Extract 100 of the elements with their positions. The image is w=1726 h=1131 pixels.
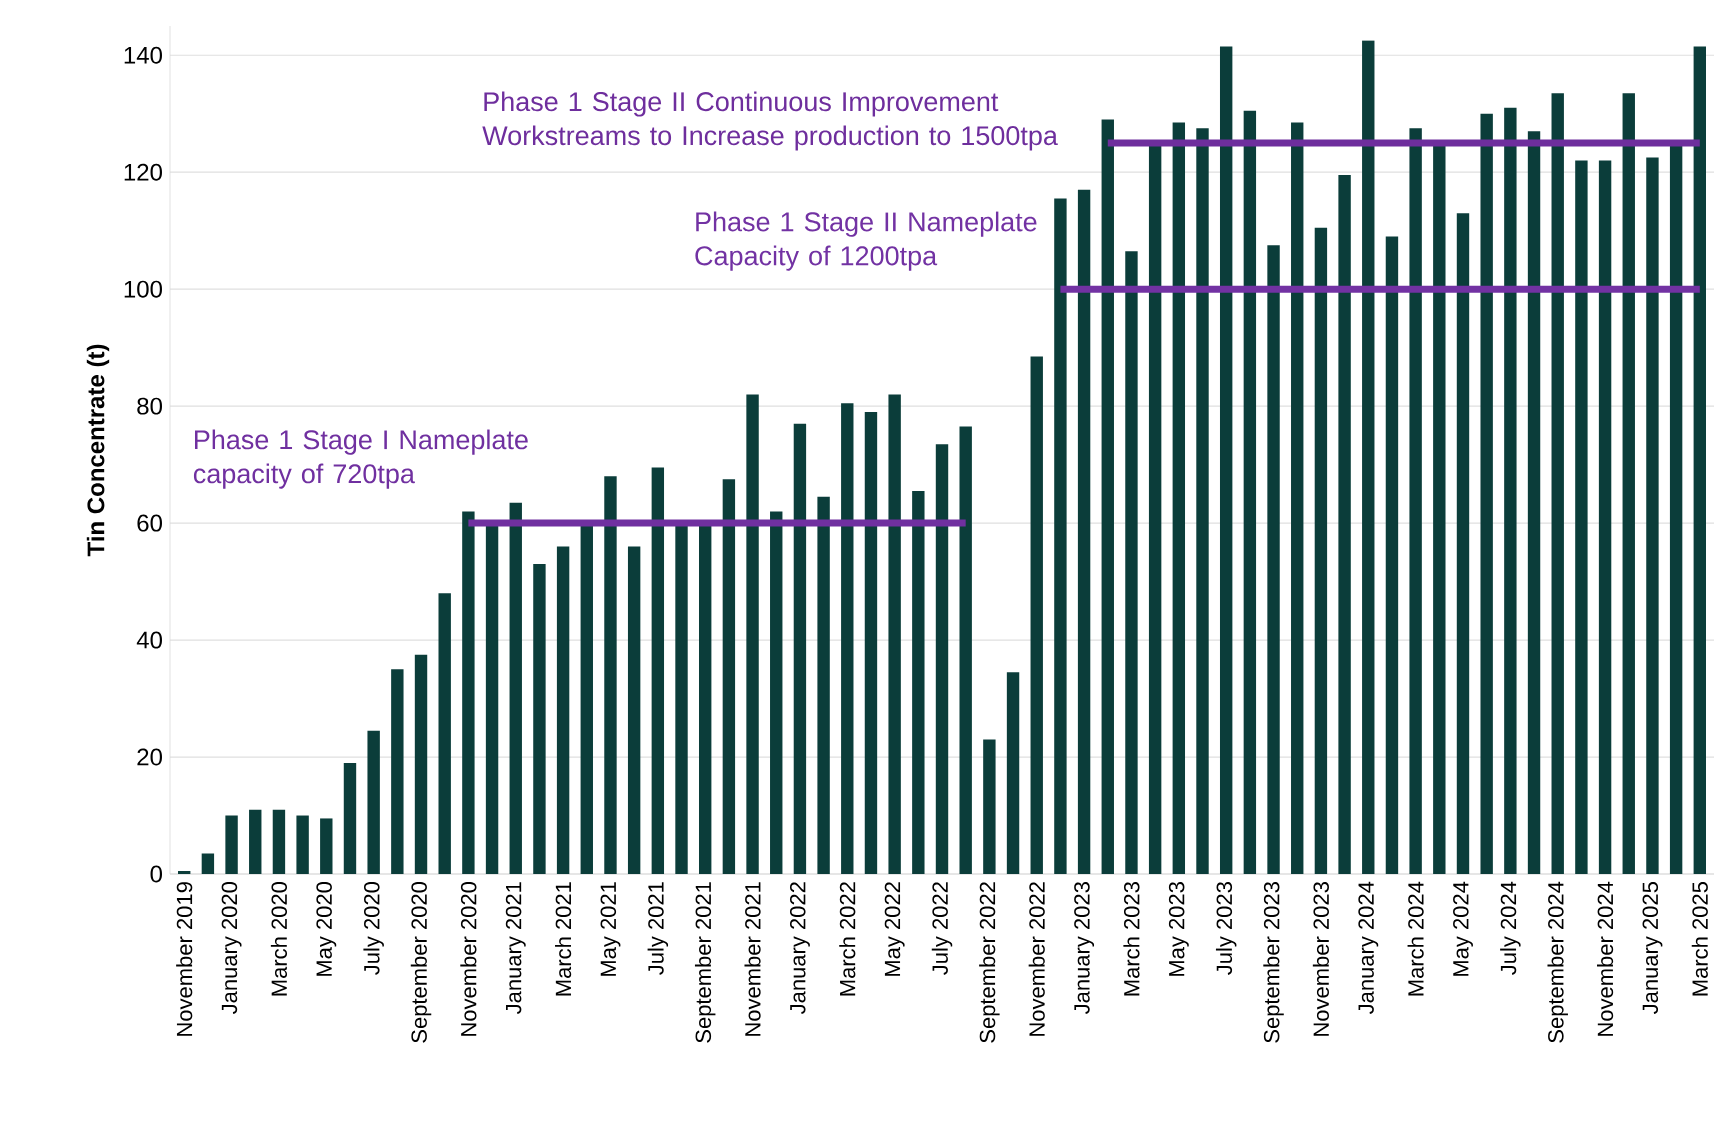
x-tick-label: March 2023 — [1123, 882, 1140, 996]
x-tick-label: September 2022 — [979, 882, 1000, 1043]
bar — [1575, 160, 1588, 874]
bar — [201, 853, 215, 874]
bar — [343, 762, 357, 874]
y-tick-label: 20 — [137, 748, 162, 766]
x-tick-label: September 2021 — [694, 882, 716, 1043]
y-tick-label: 100 — [124, 280, 162, 298]
y-axis-title: Tin Concentrate (t) — [86, 344, 110, 557]
bar — [651, 467, 665, 874]
x-tick-label: November 2020 — [460, 881, 477, 1036]
x-tick-label: July 2022 — [931, 882, 953, 975]
bar — [509, 502, 522, 874]
x-tick-label: July 2020 — [363, 881, 384, 975]
y-tick-label: 120 — [124, 163, 162, 181]
y-tick-label: 0 — [150, 865, 163, 883]
bar — [1598, 160, 1612, 874]
bar — [817, 496, 830, 874]
bar — [888, 394, 901, 874]
bar — [1504, 107, 1517, 874]
x-tick-label: March 2021 — [555, 882, 572, 996]
bar — [1338, 175, 1351, 874]
bar — [1362, 40, 1375, 874]
bar — [746, 394, 759, 874]
x-tick-label: July 2023 — [1215, 882, 1237, 975]
y-tick-label: 60 — [137, 514, 162, 532]
bar — [296, 815, 309, 874]
bar — [1456, 213, 1470, 874]
bar — [1385, 236, 1399, 874]
bar — [533, 564, 546, 874]
bar — [438, 593, 451, 874]
x-tick-label: March 2025 — [1691, 882, 1708, 996]
bar — [556, 546, 570, 874]
x-tick-label: September 2020 — [410, 881, 432, 1043]
bar — [225, 815, 238, 874]
x-tick-label: January 2021 — [505, 882, 526, 1015]
bar — [320, 818, 333, 874]
x-tick-label: January 2024 — [1358, 881, 1379, 1015]
bar — [1433, 145, 1446, 874]
y-tick-label: 40 — [136, 631, 162, 649]
bar — [249, 809, 262, 874]
x-tick-label: July 2021 — [647, 882, 669, 975]
bar — [1219, 46, 1233, 874]
bar — [1409, 128, 1422, 874]
bar — [722, 479, 736, 874]
x-tick-label: January 2022 — [789, 882, 810, 1015]
bar — [1077, 189, 1091, 874]
x-tick-label: May 2022 — [884, 882, 905, 976]
bar — [1551, 93, 1564, 874]
series-label: Phase 1 Stage II Nameplate Capacity of 1200tpa — [695, 211, 1037, 271]
x-tick-label: November 2024 — [1597, 881, 1614, 1036]
x-tick-label: May 2021 — [600, 882, 621, 976]
bar — [1314, 227, 1328, 874]
bar — [864, 411, 878, 874]
x-tick-label: November 2022 — [1028, 882, 1045, 1036]
x-tick-label: November 2019 — [176, 882, 193, 1036]
x-tick-label: May 2023 — [1168, 882, 1189, 976]
bar — [959, 426, 972, 874]
bar — [178, 871, 191, 874]
x-tick-label: July 2024 — [1500, 881, 1521, 975]
x-tick-label: September 2023 — [1263, 882, 1284, 1043]
x-tick-label: March 2022 — [839, 882, 856, 996]
x-tick-label: January 2023 — [1074, 882, 1095, 1015]
bar — [391, 669, 404, 874]
y-tick-label: 140 — [124, 46, 162, 64]
bar — [770, 511, 783, 874]
bar — [272, 809, 286, 874]
x-tick-label: January 2020 — [221, 881, 242, 1015]
bar — [1622, 93, 1635, 874]
bar — [1125, 251, 1138, 874]
x-tick-label: January 2025 — [1642, 882, 1663, 1015]
y-tick-label: 80 — [137, 397, 162, 415]
bar — [367, 730, 380, 874]
bar — [912, 490, 925, 874]
bar — [462, 511, 475, 874]
bar — [983, 739, 996, 874]
bar — [793, 423, 807, 874]
bar — [1101, 119, 1114, 874]
bar — [1646, 157, 1659, 874]
bar — [1267, 245, 1280, 874]
bar — [414, 654, 428, 874]
bar — [841, 403, 854, 874]
bar — [604, 476, 617, 874]
bar — [1243, 110, 1257, 874]
series-label: Phase 1 Stage II Continuous Improvement Workstreams to Increase production to 1500tpa — [482, 91, 1058, 151]
bar — [1006, 672, 1020, 874]
bar — [1291, 122, 1304, 874]
x-tick-label: March 2020 — [270, 881, 288, 996]
x-tick-label: March 2024 — [1407, 881, 1424, 996]
bar — [1054, 198, 1067, 874]
bar — [1030, 356, 1043, 874]
x-tick-label: November 2021 — [744, 882, 761, 1036]
bar — [1480, 113, 1493, 874]
bar — [1172, 122, 1186, 874]
bar — [1196, 128, 1209, 874]
x-tick-label: September 2024 — [1547, 881, 1568, 1043]
x-tick-label: May 2020 — [316, 881, 337, 976]
series-label: Phase 1 Stage I Nameplate capacity of 720tpa — [193, 429, 528, 489]
bar — [627, 546, 641, 874]
bar — [935, 444, 949, 874]
